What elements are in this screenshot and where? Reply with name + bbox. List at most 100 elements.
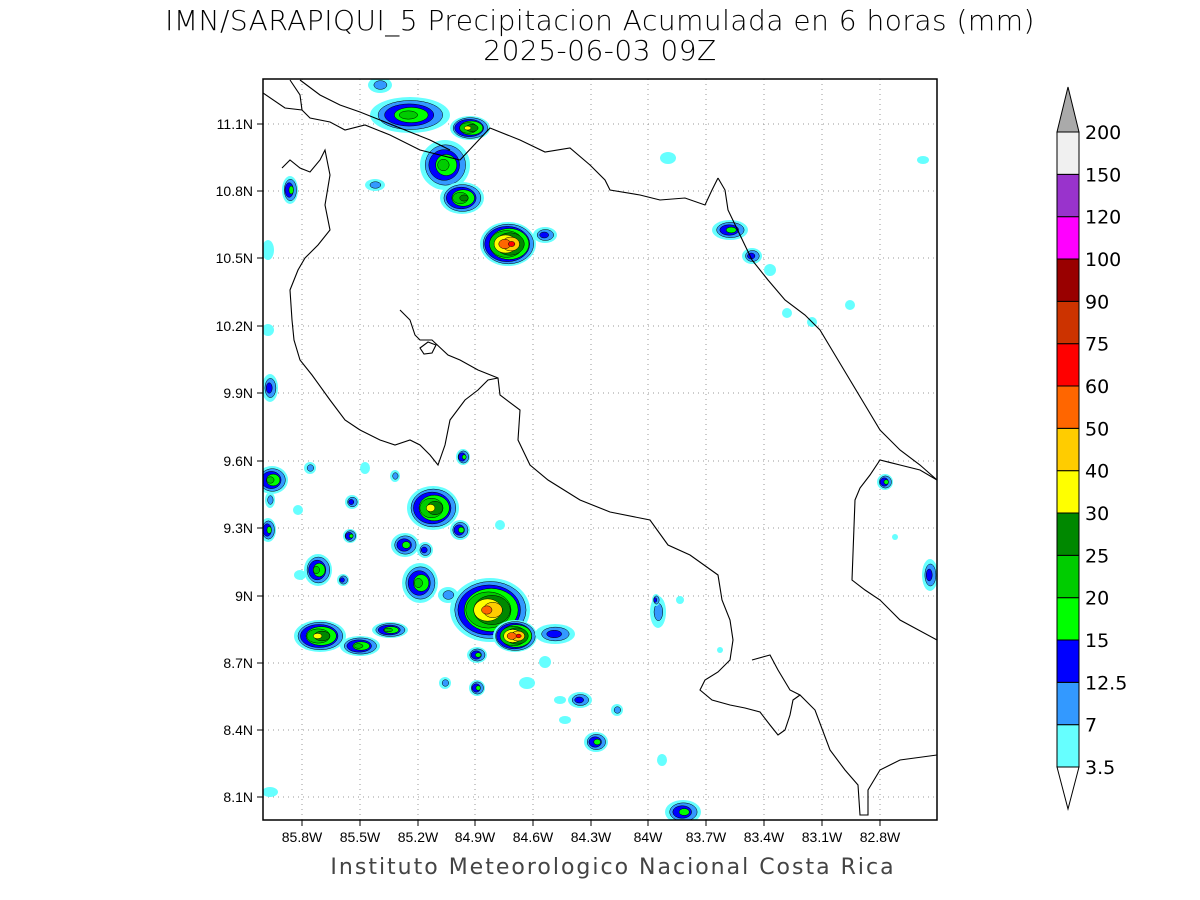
x-tick-label: 85.5W	[340, 829, 381, 845]
colorbar-label: 60	[1085, 376, 1109, 398]
precip-cell-20	[263, 466, 288, 494]
osa-inner	[751, 654, 801, 696]
x-tick-label: 83.7W	[686, 829, 727, 845]
precip-cell-62	[676, 596, 684, 604]
colorbar-label: 12.5	[1085, 672, 1127, 694]
chira-island	[419, 341, 437, 355]
colorbar-label: 3.5	[1085, 757, 1115, 779]
colorbar-label: 120	[1085, 207, 1121, 229]
colorbar-label: 30	[1085, 503, 1109, 525]
map-title: IMN/SARAPIQUI_5 Precipitacion Acumulada …	[165, 4, 1035, 37]
y-tick-label: 9.6N	[223, 453, 253, 469]
precip-cell-59	[263, 787, 278, 797]
precip-cell-43	[294, 620, 346, 652]
precip-cell-40	[493, 620, 537, 652]
precip-cell-34	[304, 554, 332, 586]
precip-cell-25	[456, 449, 470, 465]
plot-frame	[262, 78, 938, 821]
precip-cell-61	[922, 559, 937, 591]
colorbar-label: 200	[1085, 122, 1121, 144]
colorbar-label: 100	[1085, 249, 1121, 271]
colorbar-label: 7	[1085, 715, 1097, 737]
colorbar-segment	[1056, 724, 1080, 768]
precip-cell-14	[845, 300, 855, 310]
colorbar-segment	[1056, 300, 1080, 345]
colorbar-segment	[1056, 512, 1080, 556]
map-gridlines	[263, 79, 937, 820]
precip-cell-65	[265, 492, 275, 508]
map-axes: 85.8W 85.5W 85.2W 84.9W 84.6W 84.3W 84W 83.7W 83…	[216, 116, 901, 845]
caribbean-coast	[717, 177, 937, 481]
precip-cell-42	[535, 624, 575, 644]
nicoya-gulf	[399, 309, 937, 816]
precip-cell-21	[263, 518, 276, 542]
y-tick-label: 10.2N	[216, 318, 253, 334]
precip-cell-51	[611, 704, 623, 716]
precip-cell-28	[293, 505, 303, 515]
colorbar-label: 15	[1085, 630, 1109, 652]
precip-cell-53	[559, 716, 571, 724]
precip-cell-49	[469, 680, 485, 696]
nicoya-peninsula	[359, 377, 499, 467]
precip-cell-12	[660, 152, 676, 164]
y-tick-label: 9.9N	[223, 385, 253, 401]
x-tick-label: 84.6W	[513, 829, 554, 845]
y-tick-label: 9.3N	[223, 520, 253, 536]
colorbar-segment	[1056, 216, 1080, 260]
x-tick-label: 85.2W	[398, 829, 439, 845]
precip-cell-63	[892, 534, 898, 540]
y-tick-label: 8.1N	[223, 789, 253, 805]
precip-cell-56	[652, 594, 660, 606]
colorbar-segment	[1056, 681, 1080, 726]
precip-cell-38	[294, 570, 306, 580]
y-tick-label: 10.8N	[216, 183, 253, 199]
colorbar-segment	[1056, 343, 1080, 387]
precip-cell-13	[917, 156, 929, 164]
precip-cell-31	[391, 533, 419, 557]
precip-cell-22	[304, 462, 316, 474]
precip-cell-10	[742, 248, 762, 264]
colorbar-segment	[1056, 258, 1080, 302]
colorbar-label: 50	[1085, 418, 1109, 440]
pacific-coast-north	[281, 148, 361, 431]
precip-cell-29	[407, 486, 459, 530]
colorbar-over-arrow	[1056, 86, 1080, 133]
colorbar-segment	[1056, 173, 1080, 218]
colorbar-label: 150	[1085, 164, 1121, 186]
precip-cell-9	[712, 220, 748, 240]
precip-cell-18	[263, 324, 274, 336]
colorbar-label: 90	[1085, 291, 1109, 313]
colorbar-segment	[1056, 597, 1080, 641]
precip-cell-0	[370, 97, 450, 133]
x-tick-label: 85.8W	[282, 829, 323, 845]
precip-cell-36	[402, 563, 438, 603]
precip-cell-48	[439, 677, 451, 689]
precip-cell-6	[282, 176, 298, 204]
precip-cell-7	[365, 179, 385, 191]
colorbar-segment	[1056, 470, 1080, 514]
precipitation-cells	[263, 79, 937, 820]
precip-cell-44	[340, 636, 380, 656]
precip-cell-54	[584, 732, 608, 752]
colorbar-segment	[1056, 385, 1080, 429]
x-tick-label: 84.9W	[455, 829, 496, 845]
y-tick-label: 9N	[235, 588, 253, 604]
x-tick-label: 82.8W	[860, 829, 901, 845]
colorbar-segment	[1056, 639, 1080, 683]
precip-cell-46	[539, 656, 551, 668]
precip-cell-57	[657, 754, 667, 766]
colorbar-segment	[1056, 554, 1080, 599]
y-tick-label: 8.4N	[223, 722, 253, 738]
precip-cell-4	[480, 222, 536, 266]
map-subtitle: 2025-06-03 09Z	[483, 34, 717, 67]
x-tick-label: 84.3W	[571, 829, 612, 845]
precip-cell-27	[343, 529, 357, 543]
colorbar-label: 20	[1085, 588, 1109, 610]
colorbar-label: 75	[1085, 334, 1109, 356]
precip-cell-60	[877, 474, 893, 490]
x-tick-label: 84W	[634, 829, 664, 845]
precip-cell-17	[263, 374, 278, 402]
map-footer: Instituto Meteorologico Nacional Costa R…	[330, 855, 896, 880]
precip-cell-32	[417, 542, 433, 558]
